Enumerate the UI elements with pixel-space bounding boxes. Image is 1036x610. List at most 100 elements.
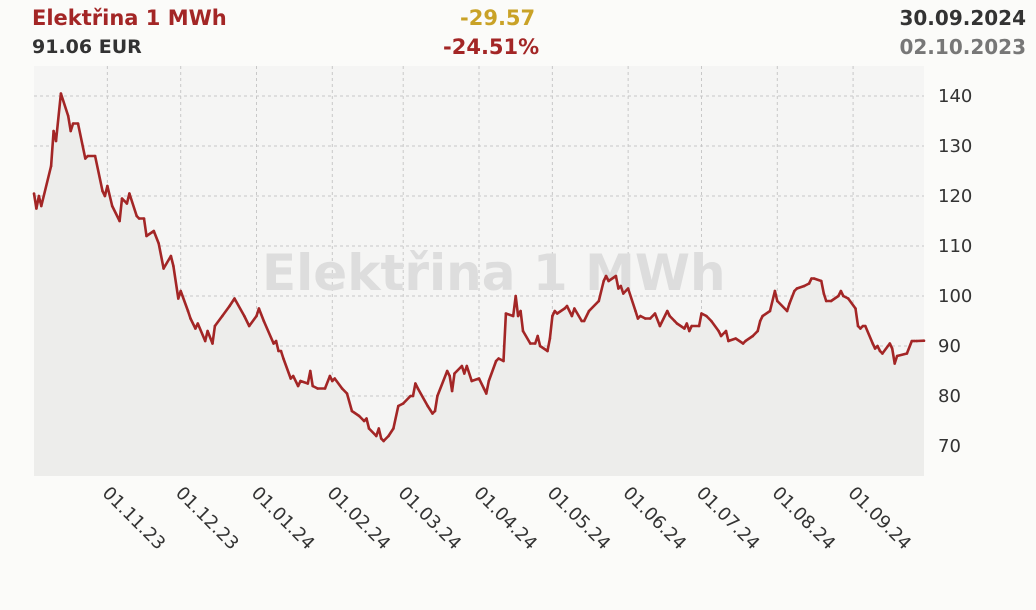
data-point — [719, 334, 723, 338]
data-point — [397, 404, 400, 408]
data-point — [243, 314, 246, 318]
data-point — [533, 342, 537, 345]
x-tick-label: 01.02.24 — [323, 483, 395, 555]
data-point — [118, 219, 121, 223]
data-point — [414, 382, 417, 385]
data-point — [86, 154, 90, 158]
x-tick-label: 01.01.24 — [247, 483, 319, 555]
data-point — [673, 319, 676, 323]
data-point — [123, 199, 126, 203]
data-point — [861, 324, 865, 328]
data-point — [296, 384, 300, 388]
data-point — [350, 409, 354, 413]
data-point — [450, 389, 454, 393]
data-point — [194, 327, 197, 330]
data-point — [922, 339, 926, 343]
data-point — [282, 357, 285, 360]
y-tick-label: 90 — [938, 336, 961, 357]
data-point — [431, 412, 434, 415]
data-point — [910, 339, 914, 343]
data-point — [888, 342, 892, 345]
x-tick-label: 01.05.24 — [543, 483, 615, 555]
data-point — [710, 319, 713, 323]
data-point — [289, 377, 293, 380]
data-point — [793, 289, 796, 293]
data-point — [878, 349, 882, 353]
data-point — [272, 342, 275, 345]
data-point — [387, 434, 390, 438]
data-point — [551, 314, 554, 318]
data-point — [807, 282, 811, 285]
data-point — [365, 417, 368, 420]
data-point — [776, 299, 779, 303]
data-point — [255, 314, 258, 318]
percent-change: -24.51% — [443, 35, 540, 59]
data-point — [125, 202, 129, 205]
data-point — [137, 217, 141, 220]
data-point — [607, 279, 610, 283]
data-point — [639, 314, 642, 318]
data-point — [345, 392, 349, 395]
data-point — [494, 359, 498, 363]
data-point — [597, 299, 601, 303]
x-tick-label: 01.08.24 — [768, 483, 840, 555]
data-point — [614, 274, 618, 278]
data-point — [460, 364, 464, 368]
data-point — [367, 427, 371, 430]
series-points — [32, 92, 926, 443]
data-point — [162, 267, 165, 270]
data-point — [810, 277, 813, 280]
data-point — [734, 337, 737, 340]
data-point — [40, 204, 43, 208]
data-point — [416, 387, 420, 390]
data-point — [470, 379, 474, 383]
data-point — [580, 319, 583, 323]
data-point — [871, 342, 874, 345]
data-point — [619, 284, 623, 288]
data-point — [873, 347, 877, 350]
data-point — [648, 317, 652, 320]
data-point — [172, 264, 175, 268]
data-point — [553, 309, 557, 313]
data-point — [573, 307, 576, 310]
data-point — [727, 339, 730, 343]
data-point — [274, 339, 278, 343]
data-point — [741, 342, 745, 345]
data-point — [152, 229, 156, 233]
data-point — [35, 207, 38, 210]
data-point — [511, 314, 515, 318]
x-tick-label: 01.09.24 — [844, 483, 916, 555]
data-point — [668, 314, 671, 318]
data-point — [145, 234, 148, 238]
data-point — [340, 387, 344, 390]
data-point — [299, 379, 302, 383]
data-point — [795, 287, 799, 290]
data-point — [93, 154, 97, 158]
data-point — [756, 329, 759, 333]
current-price: 91.06 EUR — [32, 36, 142, 58]
absolute-change: -29.57 — [460, 6, 536, 30]
data-point — [84, 157, 87, 160]
x-tick-label: 01.04.24 — [469, 483, 541, 555]
data-point — [436, 394, 439, 398]
data-point — [688, 329, 691, 333]
data-point — [634, 309, 637, 313]
data-point — [602, 279, 605, 283]
data-point — [157, 242, 160, 245]
data-point — [142, 217, 146, 220]
data-point — [890, 347, 894, 350]
data-point — [357, 414, 361, 418]
data-point — [570, 314, 574, 318]
data-point — [169, 254, 173, 258]
data-point — [497, 357, 500, 360]
data-point — [912, 339, 916, 343]
data-point — [622, 292, 625, 295]
data-point — [52, 129, 55, 133]
data-point — [135, 214, 138, 218]
data-point — [375, 434, 378, 438]
y-tick-label: 120 — [938, 186, 972, 207]
data-point — [49, 164, 53, 168]
data-point — [211, 342, 214, 345]
x-axis-ticks: 01.11.23 01.12.23 01.01.24 01.02.24 01.03.24… — [98, 483, 915, 555]
